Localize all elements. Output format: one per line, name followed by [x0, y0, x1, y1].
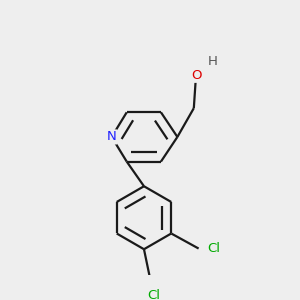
Text: N: N	[107, 130, 116, 143]
Text: H: H	[208, 55, 218, 68]
Text: Cl: Cl	[147, 289, 160, 300]
Text: O: O	[191, 69, 201, 82]
Text: Cl: Cl	[207, 242, 220, 255]
